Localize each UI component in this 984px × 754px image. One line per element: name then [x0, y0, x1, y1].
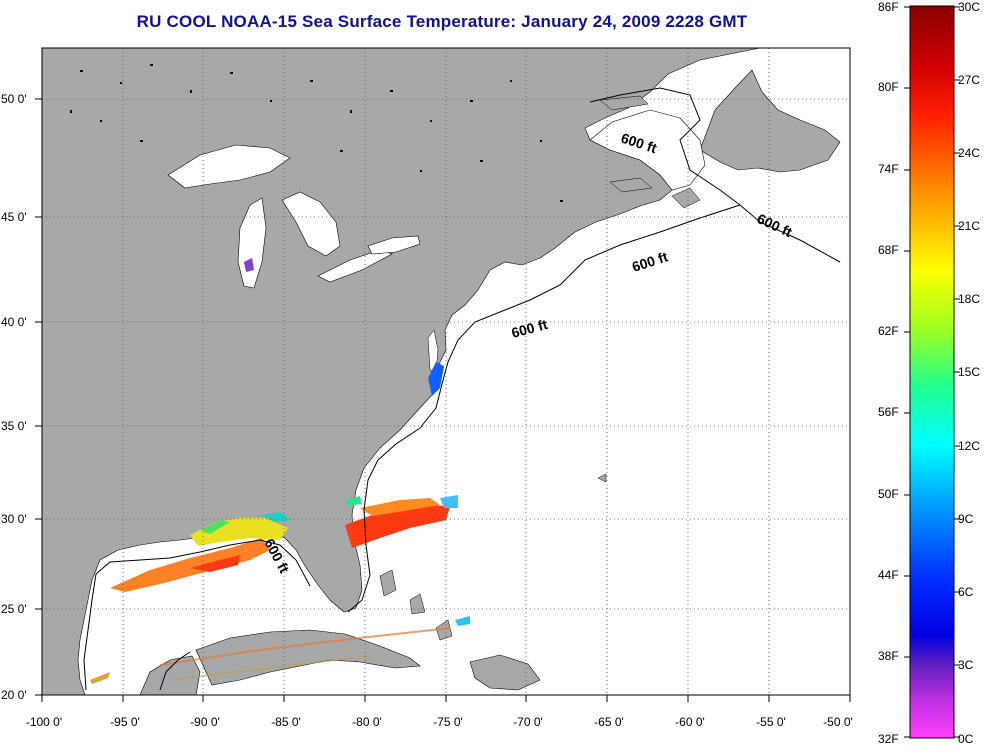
colorbar-f-label: 32F — [878, 732, 899, 746]
colorbar-f-label: 50F — [878, 487, 899, 501]
colorbar-c-label: 9C — [958, 512, 974, 526]
sst-data-layer — [90, 258, 470, 684]
land-layer — [42, 48, 841, 695]
colorbar-c-label: 3C — [958, 658, 974, 672]
lon-tick-label: -90 0' — [190, 715, 220, 729]
lat-tick-label: 35 0' — [1, 419, 27, 433]
lon-tick-label: -50 0' — [823, 715, 853, 729]
colorbar-f-label: 68F — [878, 243, 899, 257]
lake-ontario — [367, 235, 421, 255]
isobath-600ft — [83, 87, 841, 691]
lat-tick-label: 50 0' — [1, 92, 27, 106]
colorbar-c-label: 30C — [958, 0, 981, 14]
cuba-land — [195, 629, 421, 686]
lon-tick-label: -95 0' — [110, 715, 140, 729]
lat-tick-label: 20 0' — [1, 688, 27, 702]
colorbar-f-label: 86F — [878, 0, 899, 14]
sst-patch-gulf-orange — [110, 538, 270, 592]
newfoundland-land — [699, 69, 841, 173]
colorbar-c-label: 21C — [958, 219, 981, 233]
colorbar-f-label: 62F — [878, 324, 899, 338]
sst-patch-gulf-red — [190, 555, 240, 572]
lon-tick-label: -60 0' — [675, 715, 705, 729]
colorbar-f-label: 38F — [878, 649, 899, 663]
colorbar-c-label: 27C — [958, 73, 981, 87]
lon-tick-label: -75 0' — [433, 715, 463, 729]
lon-tick-label: -100 0' — [26, 715, 62, 729]
lon-tick-label: -65 0' — [594, 715, 624, 729]
lake-huron — [281, 191, 341, 257]
lake-superior — [167, 144, 291, 189]
lon-tick-label: -55 0' — [756, 715, 786, 729]
graticule — [42, 48, 850, 695]
colorbar-c-label: 15C — [958, 365, 981, 379]
lat-labels: 20 0' 25 0' 30 0' 35 0' 40 0' 45 0' 50 0… — [1, 92, 27, 702]
colorbar-f-label: 74F — [878, 162, 899, 176]
lake-erie — [317, 249, 393, 283]
colorbar-c-label: 0C — [958, 732, 974, 746]
colorbar-c-label: 6C — [958, 585, 974, 599]
colorbar-c-label: 24C — [958, 146, 981, 160]
lat-tick-label: 25 0' — [1, 602, 27, 616]
lon-tick-label: -70 0' — [513, 715, 543, 729]
colorbar — [909, 5, 955, 739]
map-title: RU COOL NOAA-15 Sea Surface Temperature:… — [136, 12, 748, 31]
lat-tick-label: 30 0' — [1, 512, 27, 526]
colorbar-c-label: 12C — [958, 439, 981, 453]
lat-tick-label: 45 0' — [1, 210, 27, 224]
lon-tick-label: -80 0' — [352, 715, 382, 729]
colorbar-c-label: 18C — [958, 292, 981, 306]
colorbar-f-label: 80F — [878, 80, 899, 94]
sst-patch-gulfstream-red — [345, 505, 450, 548]
lon-tick-label: -85 0' — [271, 715, 301, 729]
lat-tick-label: 40 0' — [1, 315, 27, 329]
sst-patch-chesapeake-blue — [428, 362, 444, 396]
colorbar-f-label: 56F — [878, 405, 899, 419]
lon-labels: -100 0' -95 0' -90 0' -85 0' -80 0' -75 … — [26, 715, 853, 729]
colorbar-f-label: 44F — [878, 568, 899, 582]
